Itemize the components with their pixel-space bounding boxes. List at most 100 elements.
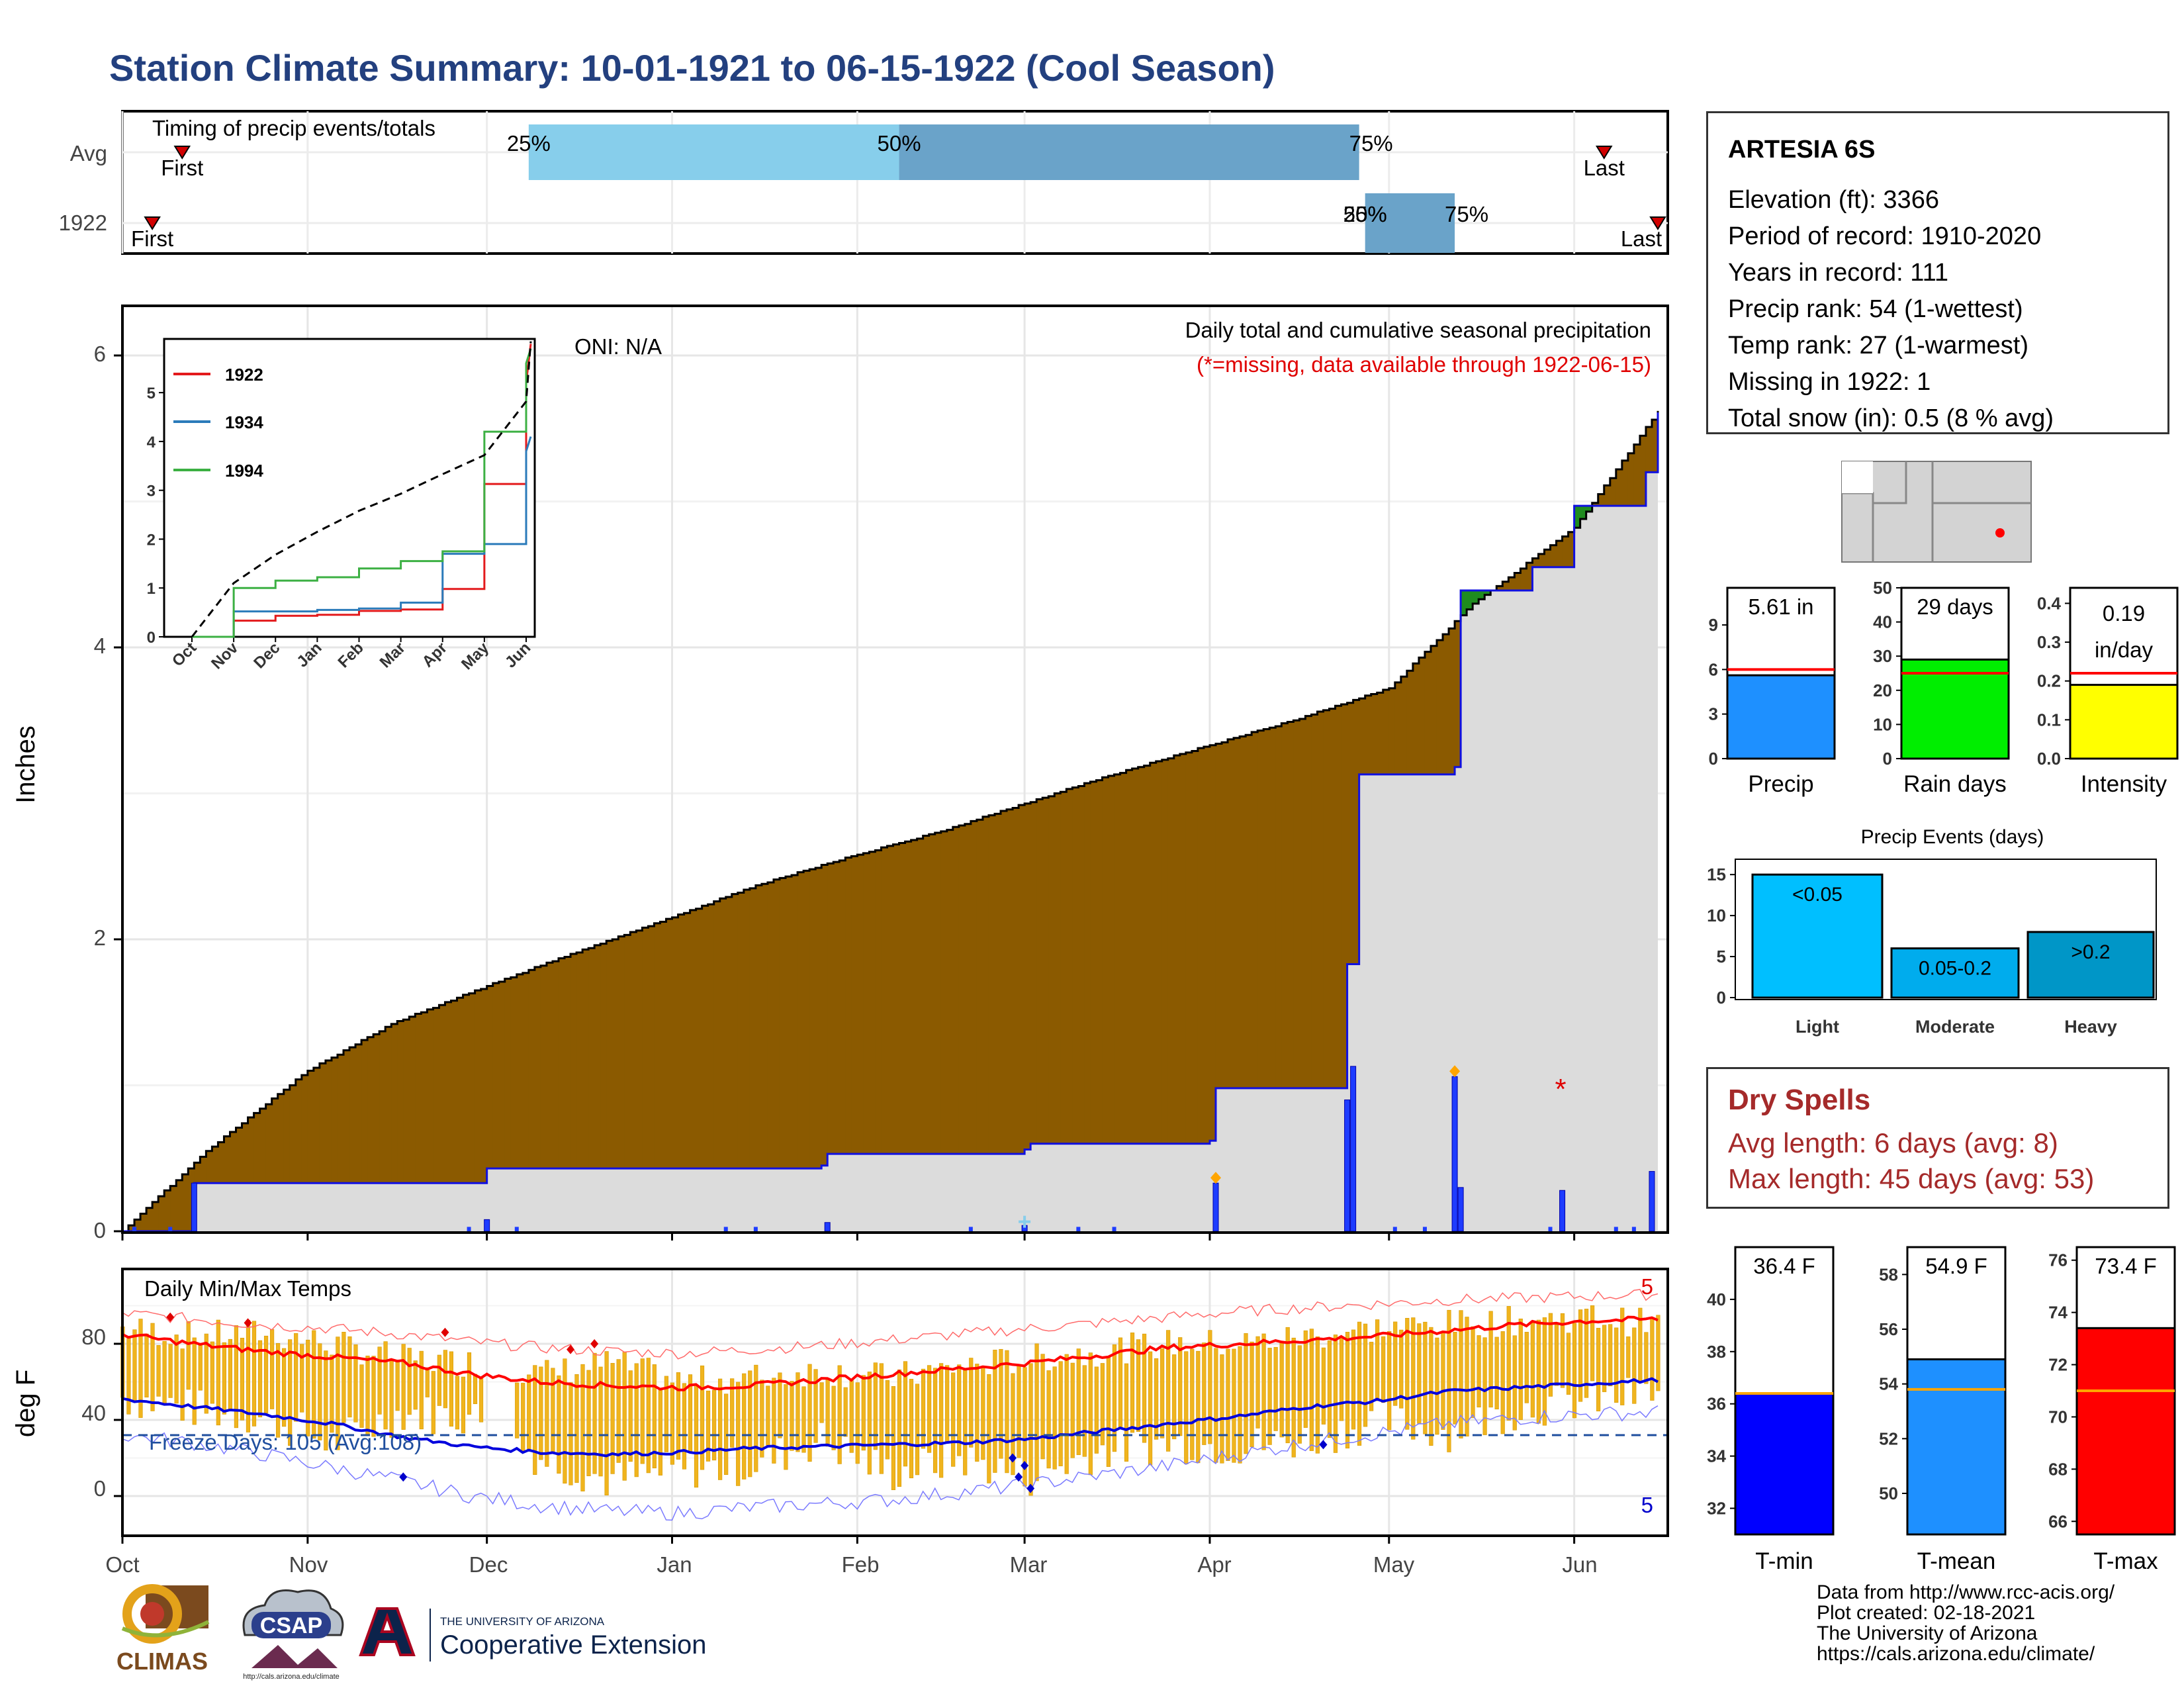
daily-temp-bar <box>1327 1340 1332 1438</box>
daily-temp-bar <box>263 1335 269 1414</box>
deficit-band <box>731 894 739 1169</box>
deficit-band <box>176 1180 183 1231</box>
daily-temp-bar <box>1447 1309 1451 1452</box>
daily-temp-bar <box>718 1378 723 1480</box>
daily-temp-bar <box>873 1362 878 1450</box>
deficit-band <box>911 840 918 1154</box>
daily-temp-bar <box>885 1380 889 1460</box>
daily-temp-bar <box>419 1350 424 1430</box>
credit-line: Data from http://www.rcc-acis.org/ <box>1817 1581 2115 1603</box>
deficit-band <box>289 1085 296 1184</box>
deficit-band <box>1138 767 1145 1144</box>
daily-temp-bar <box>1238 1346 1242 1464</box>
daily-temp-bar <box>1584 1309 1589 1398</box>
avg-min-line <box>122 1377 1659 1458</box>
deficit-band <box>194 1162 201 1184</box>
deficit-band <box>660 921 667 1169</box>
credits: Data from http://www.rcc-acis.org/ Plot … <box>1817 1582 2115 1664</box>
deficit-band <box>1144 765 1151 1144</box>
inset-ytick-label: 5 <box>147 385 156 402</box>
deficit-band <box>1520 568 1527 591</box>
deficit-band <box>1132 769 1139 1144</box>
deficit-band <box>934 833 942 1154</box>
daily-temp-bar <box>251 1321 257 1427</box>
deficit-band <box>917 838 924 1154</box>
daily-temp-bar <box>1620 1307 1625 1405</box>
deficit-band <box>1156 761 1163 1144</box>
daily-precip-bar <box>1344 1100 1351 1232</box>
deficit-band <box>373 1034 380 1184</box>
xtick-label: Dec <box>469 1552 508 1577</box>
deficit-band <box>1024 803 1031 1150</box>
daily-temp-bar <box>1596 1328 1601 1412</box>
deficit-band <box>755 885 762 1169</box>
csap-logo-text: CSAP <box>260 1613 322 1638</box>
daily-precip-bar <box>484 1219 490 1232</box>
deficit-band <box>869 851 876 1154</box>
daily-temp-bar <box>1070 1362 1075 1458</box>
daily-temp-bar <box>1429 1327 1433 1446</box>
deficit-band <box>707 904 715 1169</box>
deficit-band <box>1150 763 1157 1144</box>
summary-value-label: 29 days <box>1917 594 1993 619</box>
daily-temp-bar <box>981 1367 985 1460</box>
daily-temp-bar <box>437 1354 441 1406</box>
timing-p75-label: 75% <box>1445 202 1488 226</box>
daily-temp-bar <box>294 1333 298 1422</box>
deficit-band <box>1001 810 1007 1154</box>
deficit-band <box>1234 737 1240 1088</box>
precip-y-label: Inches <box>11 726 40 804</box>
deficit-band <box>1007 809 1013 1154</box>
temp-ytick: 0 <box>94 1476 106 1501</box>
ua-extension-logo: THE UNIVERSITY OF ARIZONA Cooperative Ex… <box>357 1602 754 1668</box>
daily-temp-bar <box>1435 1337 1439 1435</box>
deficit-band <box>218 1142 225 1184</box>
events-ytick-label: 10 <box>1707 906 1726 925</box>
daily-precip-bar <box>1350 1066 1357 1232</box>
xtick-label: Jan <box>657 1552 692 1577</box>
daily-temp-bar <box>551 1368 555 1453</box>
daily-temp-bar <box>413 1360 418 1410</box>
daily-temp-bar <box>903 1361 908 1467</box>
dry-spells-title: Dry Spells <box>1728 1084 1871 1116</box>
daily-temp-bar <box>1190 1348 1195 1460</box>
daily-temp-bar <box>144 1333 149 1398</box>
deficit-band <box>803 870 810 1169</box>
summary-ytick-label: 0.4 <box>2037 593 2062 613</box>
daily-temp-bar <box>628 1370 633 1462</box>
deficit-band <box>182 1174 189 1231</box>
deficit-band <box>224 1136 231 1184</box>
timing-bar-high <box>899 124 1359 180</box>
temp-summary-bar-t-max <box>2075 1327 2176 1536</box>
deficit-band <box>1377 692 1384 774</box>
daily-temp-bar <box>1094 1366 1099 1454</box>
deficit-band <box>1090 781 1097 1144</box>
temp-summary-ytick-label: 70 <box>2048 1407 2068 1427</box>
precip-layer <box>114 354 1659 1241</box>
deficit-band <box>899 843 906 1154</box>
daily-temp-bar <box>1220 1354 1224 1464</box>
events-bar-label: <0.05 <box>1792 884 1843 906</box>
deficit-band <box>1036 799 1043 1144</box>
deficit-band <box>1323 710 1330 1088</box>
deficit-band <box>863 853 870 1154</box>
deficit-band <box>1645 427 1653 473</box>
daily-temp-bar <box>790 1381 794 1451</box>
record-low-marker <box>1026 1483 1035 1493</box>
daily-temp-bar <box>1357 1321 1362 1446</box>
precip-ytick: 4 <box>94 633 106 658</box>
deficit-band <box>982 816 989 1154</box>
daily-temp-bar <box>395 1359 400 1411</box>
daily-temp-bar <box>1321 1347 1326 1425</box>
daily-temp-bar <box>700 1365 705 1470</box>
deficit-band <box>1030 802 1037 1144</box>
daily-precip-bar <box>824 1222 831 1232</box>
temp-summary-ytick-label: 40 <box>1707 1289 1726 1309</box>
deficit-band <box>1436 639 1443 774</box>
daily-temp-bar <box>730 1378 735 1448</box>
deficit-band <box>1365 695 1372 774</box>
daily-temp-bar <box>126 1336 131 1415</box>
daily-temp-bar <box>1441 1333 1445 1430</box>
timing-first-marker <box>173 146 191 160</box>
